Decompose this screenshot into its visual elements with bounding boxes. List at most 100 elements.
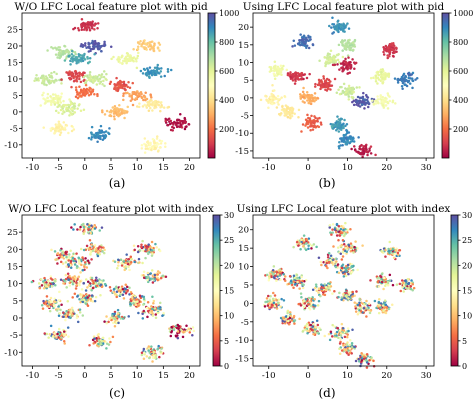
scatter-point — [82, 222, 85, 226]
scatter-point — [150, 345, 153, 348]
scatter-point — [350, 147, 353, 151]
scatter-point — [153, 73, 157, 77]
scatter-point — [292, 314, 296, 318]
scatter-point — [93, 227, 97, 230]
scatter-point — [156, 47, 160, 50]
scatter-point — [340, 266, 344, 270]
scatter-point — [65, 286, 68, 289]
scatter-point — [187, 123, 190, 126]
scatter-point — [134, 303, 138, 307]
scatter-point — [306, 325, 309, 329]
x-tick-label: 10 — [132, 371, 143, 381]
scatter-point — [300, 38, 304, 42]
scatter-point — [53, 304, 56, 307]
scatter-point — [116, 308, 120, 312]
scatter-point — [382, 101, 386, 104]
scatter-point — [382, 98, 385, 101]
scatter-point — [390, 303, 394, 306]
scatter-point — [57, 48, 61, 52]
scatter-point — [88, 343, 91, 347]
x-tick-label: 30 — [421, 371, 432, 381]
colorbar-tick-label: 400 — [453, 96, 468, 105]
scatter-point — [305, 322, 309, 326]
scatter-point — [379, 306, 382, 309]
scatter-point — [306, 303, 310, 306]
scatter-point — [85, 79, 88, 83]
scatter-point — [63, 44, 66, 48]
scatter-point — [46, 304, 49, 308]
scatter-point — [120, 262, 123, 265]
scatter-point — [72, 228, 75, 231]
x-tick-label: 15 — [158, 163, 169, 173]
scatter-point — [179, 119, 182, 123]
scatter-point — [63, 333, 67, 337]
scatter-point — [291, 79, 295, 82]
scatter-point — [328, 338, 332, 342]
x-tick-label: -10 — [26, 163, 40, 173]
scatter-point — [166, 118, 169, 122]
scatter-point — [351, 41, 355, 45]
scatter-point — [135, 57, 139, 60]
scatter-point — [93, 79, 96, 82]
scatter-point — [398, 78, 402, 82]
scatter-point — [159, 106, 162, 109]
scatter-point — [340, 349, 344, 352]
scatter-point — [95, 336, 98, 340]
scatter-point — [332, 23, 336, 26]
scatter-point — [66, 272, 70, 276]
scatter-point — [127, 258, 131, 261]
cluster-14 — [351, 91, 376, 110]
scatter-point — [104, 135, 108, 138]
scatter-point — [272, 95, 276, 98]
scatter-point — [382, 69, 385, 73]
scatter-point — [345, 269, 348, 273]
scatter-point — [64, 103, 68, 107]
scatter-point — [396, 251, 400, 255]
scatter-point — [93, 39, 97, 43]
scatter-point — [344, 124, 347, 128]
scatter-point — [82, 108, 86, 112]
scatter-point — [81, 54, 84, 57]
scatter-point — [93, 93, 96, 96]
scatter-point — [368, 147, 371, 150]
scatter-point — [270, 92, 273, 96]
scatter-point — [158, 139, 162, 142]
scatter-point — [132, 302, 135, 305]
scatter-point — [90, 24, 93, 28]
scatter-point — [348, 343, 351, 347]
scatter-point — [358, 304, 362, 307]
scatter-point — [155, 144, 158, 147]
scatter-point — [154, 99, 157, 103]
scatter-point — [409, 77, 412, 80]
scatter-point — [74, 58, 78, 62]
scatter-point — [103, 131, 106, 134]
scatter-point — [320, 263, 323, 267]
scatter-point — [40, 76, 44, 80]
cluster-3 — [132, 239, 162, 260]
scatter-point — [128, 286, 131, 290]
scatter-point — [70, 75, 74, 78]
scatter-point — [72, 259, 76, 263]
colorbar-tick-label: 200 — [219, 125, 234, 134]
scatter-point — [403, 279, 407, 283]
scatter-point — [340, 128, 343, 131]
scatter-point — [134, 298, 138, 301]
y-tick-label: -5 — [241, 112, 249, 122]
scatter-point — [325, 261, 329, 265]
scatter-point — [71, 296, 74, 299]
scatter-point — [152, 46, 155, 50]
scatter-point — [343, 59, 346, 63]
scatter-point — [87, 261, 91, 264]
scatter-point — [364, 103, 367, 106]
scatter-point — [310, 244, 314, 248]
scatter-point — [79, 225, 82, 229]
scatter-point — [74, 69, 77, 73]
scatter-point — [358, 298, 362, 302]
scatter-point — [282, 273, 285, 276]
x-tick-label: -5 — [55, 371, 63, 381]
scatter-point — [72, 76, 75, 80]
scatter-point — [345, 291, 348, 295]
scatter-point — [64, 315, 68, 319]
x-tick-label: 0 — [82, 163, 87, 173]
scatter-point — [30, 280, 34, 284]
